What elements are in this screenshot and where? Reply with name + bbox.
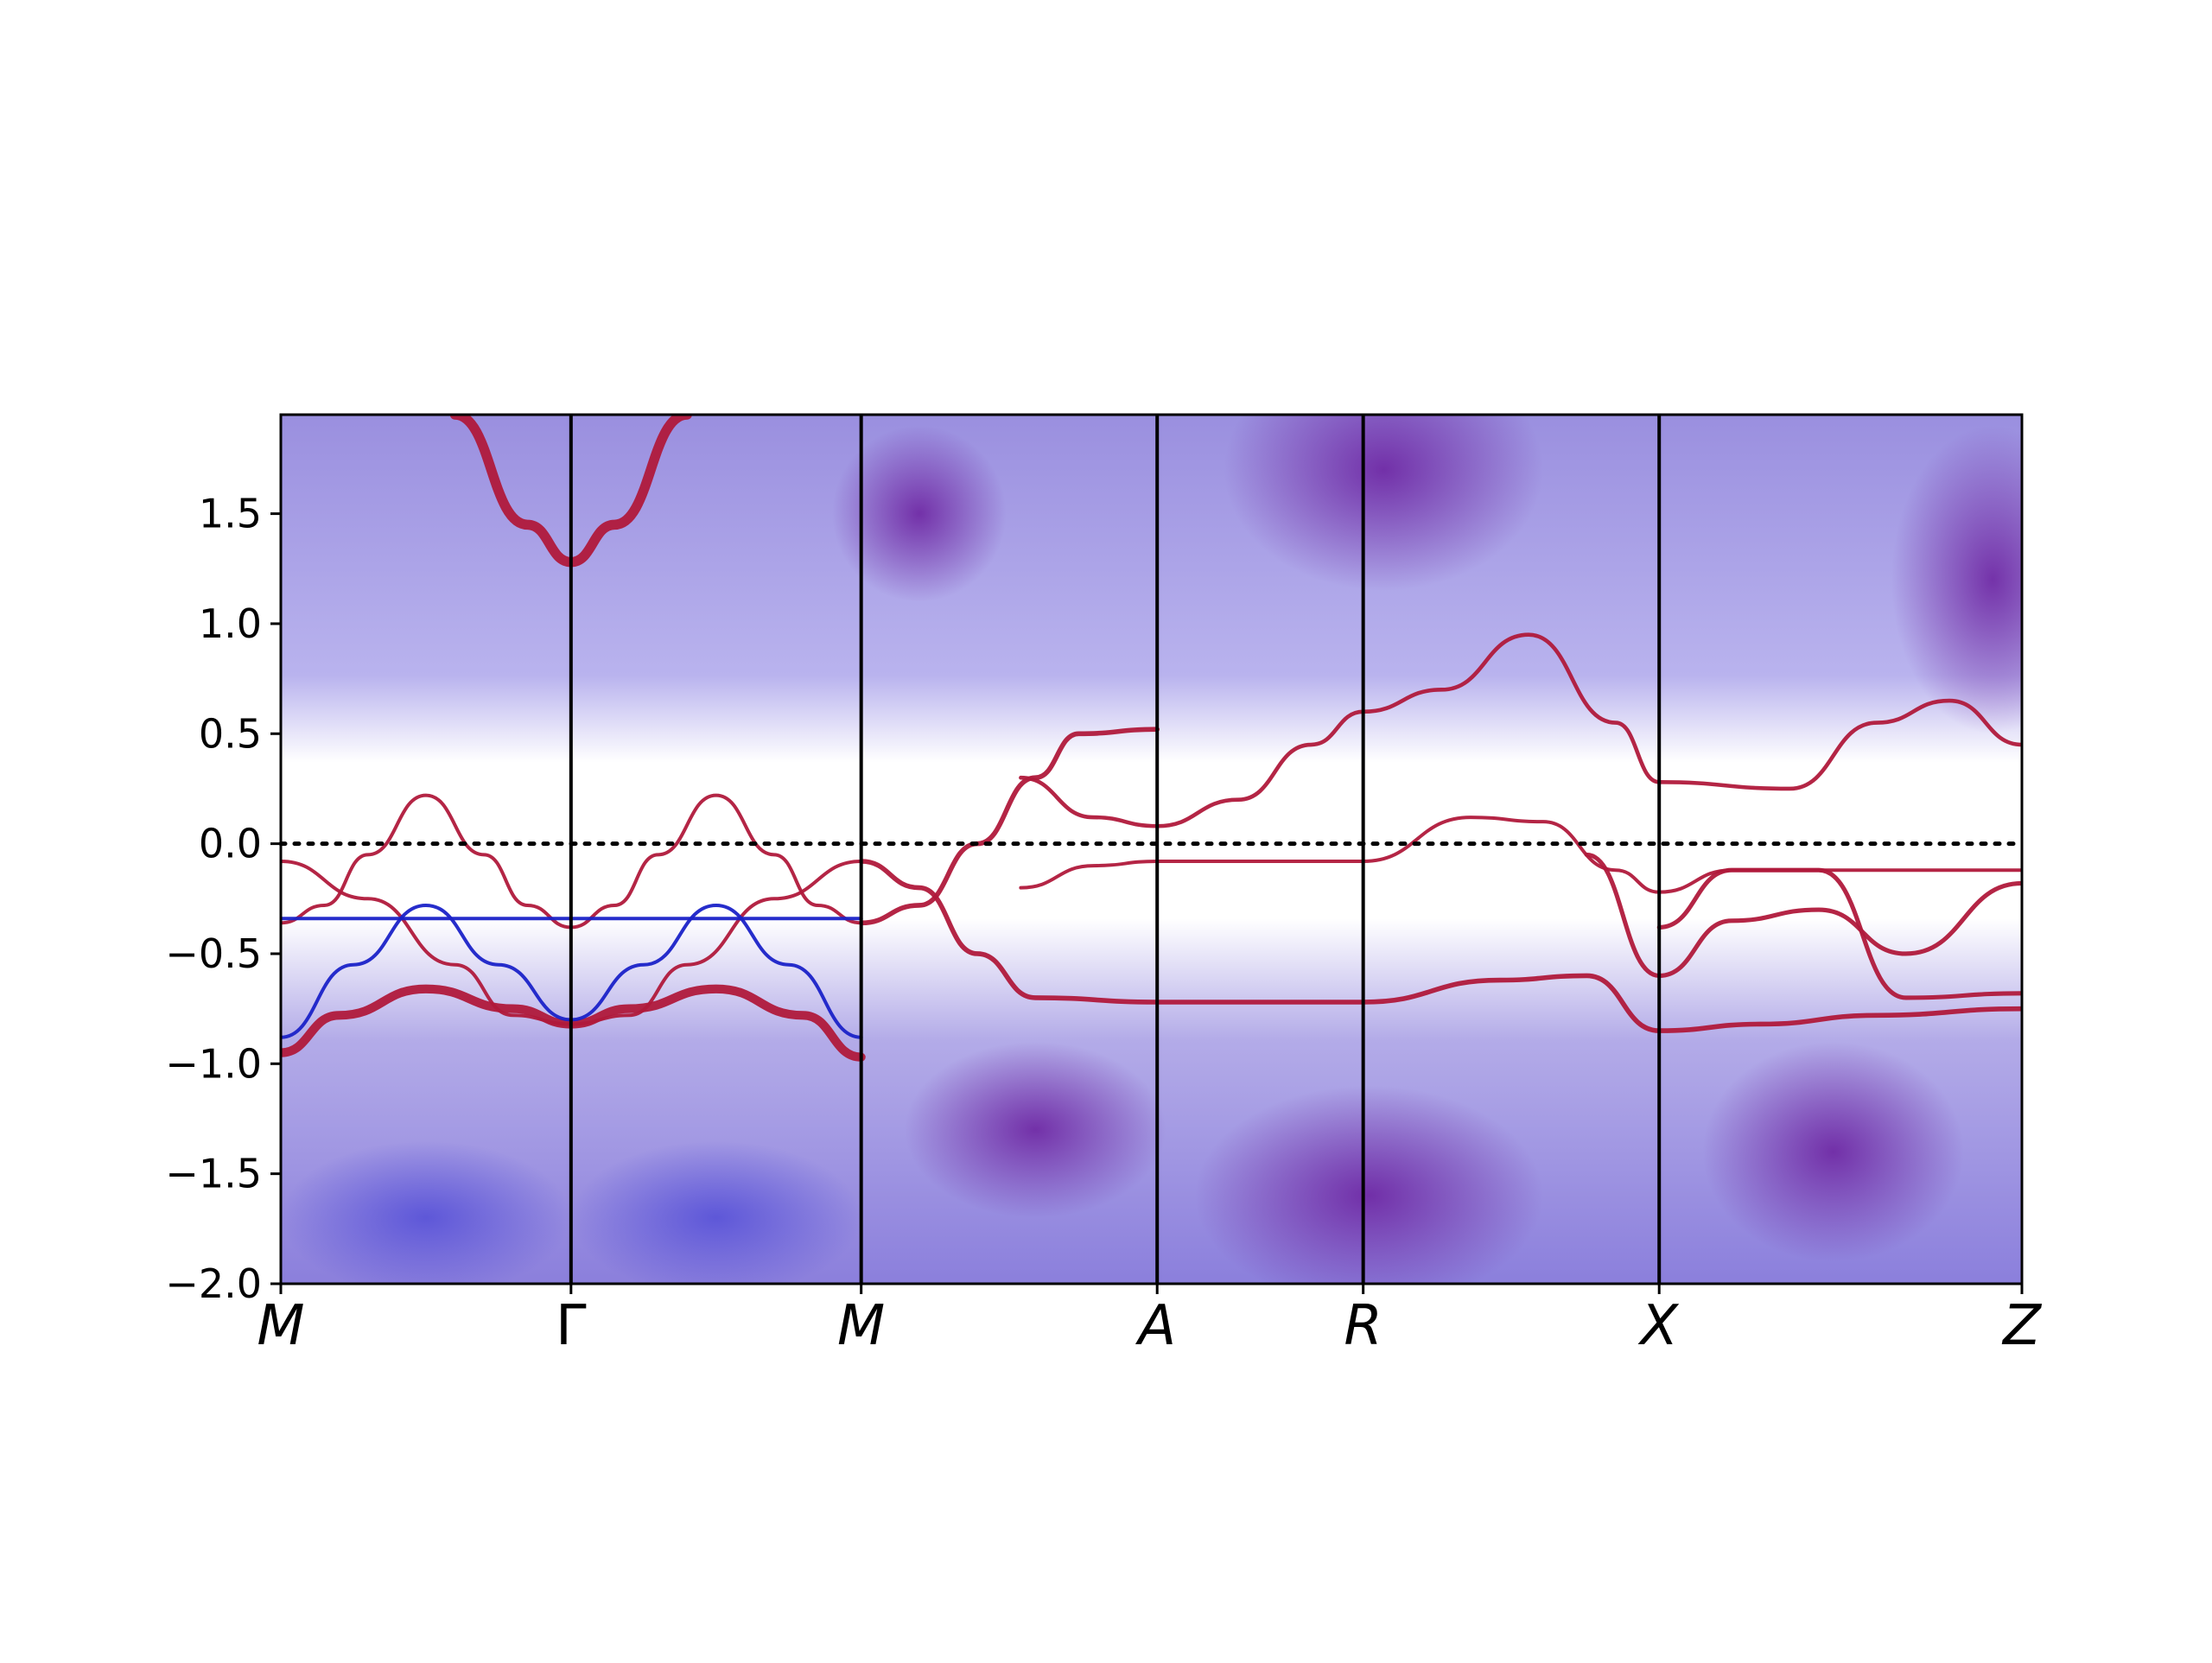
x-tick-label: X	[1637, 1294, 1679, 1358]
spectral-blob	[1224, 415, 1543, 591]
y-tick-label: −1.0	[165, 1040, 262, 1087]
y-tick-label: 0.5	[199, 710, 262, 757]
band-cross-band-2	[858, 859, 2022, 1033]
spectral-blob	[570, 1140, 861, 1284]
y-tick-label: −2.0	[165, 1260, 262, 1307]
spectral-blob	[905, 1041, 1166, 1218]
spectral-blob	[1891, 425, 2022, 734]
plot-frame	[279, 413, 2024, 1285]
band-cone-A	[1019, 632, 2022, 828]
y-axis: −2.0 −1.5 −1.0 −0.5 0.0 0.5 1.0 1.5	[165, 491, 281, 1307]
x-tick-label: Z	[2001, 1294, 2042, 1358]
bulk-spectral-density	[281, 415, 2022, 1284]
y-tick-label: −0.5	[165, 930, 262, 977]
x-tick-label: Γ	[556, 1294, 587, 1358]
kpoint-vertical-lines	[569, 415, 1662, 1284]
plot-area	[281, 415, 2022, 1284]
spectral-blob	[1702, 1041, 1964, 1262]
y-tick-label: −1.5	[165, 1151, 262, 1197]
x-tick-label: R	[1344, 1294, 1382, 1358]
band-X-crossing-2	[1656, 867, 2022, 1000]
y-tick-label: 0.0	[199, 821, 262, 867]
spectral-blob	[832, 425, 1007, 602]
x-tick-label: M	[837, 1294, 885, 1358]
band-cross-band-1	[858, 727, 1160, 926]
spectral-blob	[281, 1140, 571, 1284]
band-lines	[281, 415, 2022, 1062]
y-tick-label: 1.0	[199, 600, 262, 647]
y-tick-label: 1.5	[199, 491, 262, 537]
spectral-blob	[1194, 1085, 1543, 1284]
x-tick-label: M	[257, 1294, 304, 1358]
x-tick-label: A	[1135, 1294, 1176, 1358]
band-X-crossing	[1584, 852, 2022, 978]
